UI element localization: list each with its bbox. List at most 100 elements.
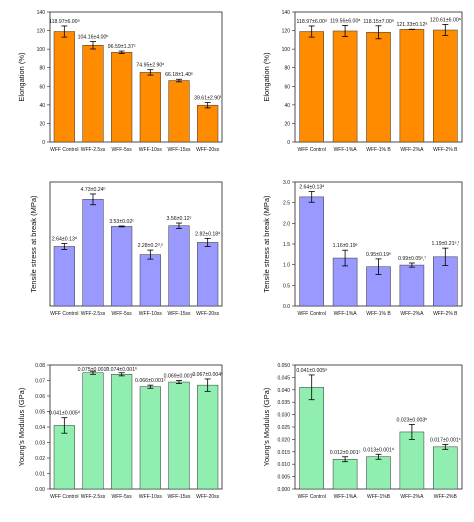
data-label: 118.15±7.00ᵃ <box>363 19 393 25</box>
bar <box>332 30 358 143</box>
bar <box>53 425 75 490</box>
x-tick-label: WFF-2.5ss <box>81 494 106 500</box>
bar <box>299 196 324 307</box>
bar <box>168 80 190 143</box>
y-tick-label: 0.010 <box>277 462 290 468</box>
y-tick-label: 60 <box>39 84 45 90</box>
x-tick-label: WFF Control <box>298 494 326 500</box>
plot-frame <box>49 181 223 307</box>
x-tick-label: WFF Control <box>50 311 78 317</box>
data-label: 0.023±0.003ᵇ <box>397 418 428 424</box>
bar <box>197 242 219 307</box>
data-label: 118.97±6.00ᵃ <box>297 19 327 25</box>
data-label: 0.074±0.001ᵇ <box>106 367 137 373</box>
y-tick-label: 0.00 <box>35 487 45 493</box>
bar <box>82 199 104 307</box>
x-tick-label: WFF-2%A <box>400 311 424 317</box>
x-tick-label: WFF-2% B <box>433 147 458 153</box>
y-tick-label: 0.050 <box>277 363 290 369</box>
y-axis-label: Elongation (%) <box>262 52 271 102</box>
y-tick-label: 0.035 <box>277 400 290 406</box>
bar <box>139 72 161 143</box>
chart-elong-speed: 0 20 40 60 80 100 120 140 Elongation (%) 118.97±6… <box>17 10 223 153</box>
data-label: 4.73±0.24ᵇ <box>81 187 106 193</box>
data-label: 119.56±6.00ᵃ <box>330 18 360 24</box>
bar <box>111 52 133 143</box>
bar <box>53 31 75 143</box>
x-tick-label: WFF-1% B <box>366 147 391 153</box>
y-tick-label: 0.5 <box>283 283 290 289</box>
y-axis-label: Young's Modulus (GPa) <box>17 387 26 466</box>
x-tick-label: WFF-5ss <box>112 311 133 317</box>
data-label: 39.61±2.90ᶠ <box>194 96 222 102</box>
bar <box>111 374 133 490</box>
x-tick-label: WFF-1%A <box>334 147 358 153</box>
y-tick-label: 1.5 <box>283 242 290 248</box>
y-tick-label: 80 <box>284 66 290 72</box>
x-tick-label: WFF-2.5ss <box>81 147 106 153</box>
bar <box>399 29 425 143</box>
x-tick-label: WFF-1%A <box>334 311 358 317</box>
x-tick-label: WFF-2% B <box>433 311 458 317</box>
x-tick-label: WFF-20ss <box>196 311 220 317</box>
y-axis-label: Young's Modulus (GPa) <box>262 387 271 466</box>
y-tick-label: 60 <box>284 84 290 90</box>
y-tick-label: 0.020 <box>277 437 290 443</box>
x-tick-label: WFF-10ss <box>139 147 163 153</box>
x-tick-label: WFF-10ss <box>139 311 163 317</box>
x-tick-label: WFF Control <box>50 147 78 153</box>
x-tick-label: WFF-20ss <box>196 147 220 153</box>
x-tick-label: WFF-15ss <box>167 494 191 500</box>
bar <box>299 387 324 490</box>
x-tick-label: WFF-10ss <box>139 494 163 500</box>
data-label: 0.99±0.05ᵉ,ᶠ <box>398 256 426 262</box>
bar <box>399 431 425 490</box>
data-label: 104.16±4.00ᵇ <box>78 35 109 41</box>
bar <box>53 246 75 307</box>
chart-tensile-amp: 0.0 0.5 1.0 1.5 2.0 2.5 3.0 Tensile stress at b… <box>262 180 463 317</box>
bar <box>366 32 391 143</box>
y-tick-label: 40 <box>39 103 45 109</box>
y-tick-label: 0.08 <box>35 363 45 369</box>
y-axis-label: Elongation (%) <box>17 52 26 102</box>
data-label: 0.067±0.004ᶜ <box>192 372 223 378</box>
data-label: 3.53±0.02ᶜ <box>109 219 134 225</box>
data-label: 1.19±0.21ᵉ,ᶠ <box>431 241 459 247</box>
bar <box>197 104 219 143</box>
y-tick-label: 0.000 <box>277 487 290 493</box>
x-tick-label: WFF-1%B <box>367 494 391 500</box>
y-axis-label: Tensile stress at break (MPa) <box>29 195 38 293</box>
y-tick-label: 20 <box>39 121 45 127</box>
data-label: 0.041±0.005ᵈ <box>49 411 80 417</box>
x-tick-label: WFF Control <box>50 494 78 500</box>
bar <box>399 264 425 307</box>
bar <box>168 225 190 307</box>
y-tick-label: 40 <box>284 103 290 109</box>
y-tick-label: 0.06 <box>35 394 45 400</box>
x-tick-label: WFF Control <box>298 147 326 153</box>
data-label: 120.61±6.00ᵃ <box>430 17 461 23</box>
data-label: 0.066±0.001ᶜ <box>135 378 166 384</box>
data-label: 0.95±0.19ᵉ <box>366 252 391 258</box>
y-tick-label: 0.025 <box>277 425 290 431</box>
y-tick-label: 0.04 <box>35 425 45 431</box>
bar <box>332 458 358 490</box>
y-tick-label: 140 <box>282 10 291 16</box>
y-tick-label: 1.0 <box>283 263 290 269</box>
y-tick-label: 100 <box>37 47 46 53</box>
y-tick-label: 0 <box>287 140 290 146</box>
y-tick-label: 140 <box>37 10 46 16</box>
y-tick-label: 0.030 <box>277 413 290 419</box>
x-tick-label: WFF-5ss <box>112 494 133 500</box>
y-tick-label: 0.02 <box>35 456 45 462</box>
bar <box>139 386 161 490</box>
y-axis-label: Tensile stress at break (MPa) <box>262 195 271 293</box>
data-label: 96.59±1.37ᶜ <box>108 44 136 50</box>
x-tick-label: WFF-5ss <box>112 147 133 153</box>
y-tick-label: 0.03 <box>35 441 45 447</box>
bar <box>197 384 219 490</box>
bar <box>366 456 391 490</box>
data-label: 0.017±0.001ᶜ <box>430 437 461 443</box>
data-label: 0.069±0.001ᶜ <box>164 374 195 380</box>
bar <box>168 381 190 490</box>
